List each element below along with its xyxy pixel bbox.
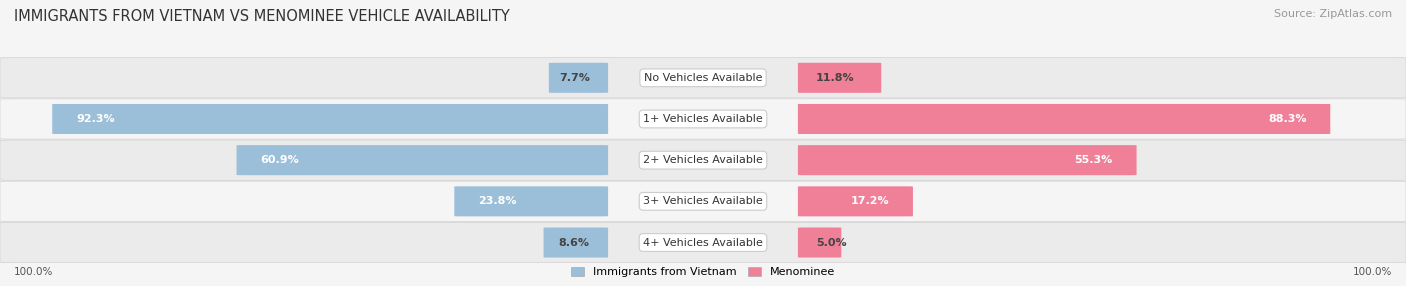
FancyBboxPatch shape: [454, 186, 607, 217]
Text: 5.0%: 5.0%: [815, 238, 846, 247]
Text: 11.8%: 11.8%: [815, 73, 855, 83]
Text: 17.2%: 17.2%: [851, 196, 889, 206]
Text: 23.8%: 23.8%: [478, 196, 517, 206]
Text: 3+ Vehicles Available: 3+ Vehicles Available: [643, 196, 763, 206]
Text: Source: ZipAtlas.com: Source: ZipAtlas.com: [1274, 9, 1392, 19]
FancyBboxPatch shape: [548, 63, 609, 93]
FancyBboxPatch shape: [236, 145, 609, 175]
Text: 100.0%: 100.0%: [14, 267, 53, 277]
Text: 7.7%: 7.7%: [560, 73, 591, 83]
FancyBboxPatch shape: [0, 222, 1406, 263]
Text: No Vehicles Available: No Vehicles Available: [644, 73, 762, 83]
Text: 55.3%: 55.3%: [1074, 155, 1112, 165]
FancyBboxPatch shape: [0, 99, 1406, 139]
FancyBboxPatch shape: [0, 181, 1406, 222]
Text: 2+ Vehicles Available: 2+ Vehicles Available: [643, 155, 763, 165]
Text: 100.0%: 100.0%: [1353, 267, 1392, 277]
Legend: Immigrants from Vietnam, Menominee: Immigrants from Vietnam, Menominee: [568, 263, 838, 281]
FancyBboxPatch shape: [799, 145, 1136, 175]
FancyBboxPatch shape: [799, 186, 912, 217]
Text: 1+ Vehicles Available: 1+ Vehicles Available: [643, 114, 763, 124]
FancyBboxPatch shape: [799, 104, 1330, 134]
Text: 92.3%: 92.3%: [76, 114, 115, 124]
FancyBboxPatch shape: [799, 63, 882, 93]
Text: 88.3%: 88.3%: [1268, 114, 1306, 124]
FancyBboxPatch shape: [544, 227, 609, 258]
FancyBboxPatch shape: [0, 57, 1406, 98]
Text: 60.9%: 60.9%: [260, 155, 299, 165]
Text: 8.6%: 8.6%: [558, 238, 591, 247]
Text: 4+ Vehicles Available: 4+ Vehicles Available: [643, 238, 763, 247]
FancyBboxPatch shape: [0, 140, 1406, 180]
FancyBboxPatch shape: [52, 104, 609, 134]
FancyBboxPatch shape: [799, 227, 841, 258]
Text: IMMIGRANTS FROM VIETNAM VS MENOMINEE VEHICLE AVAILABILITY: IMMIGRANTS FROM VIETNAM VS MENOMINEE VEH…: [14, 9, 510, 23]
